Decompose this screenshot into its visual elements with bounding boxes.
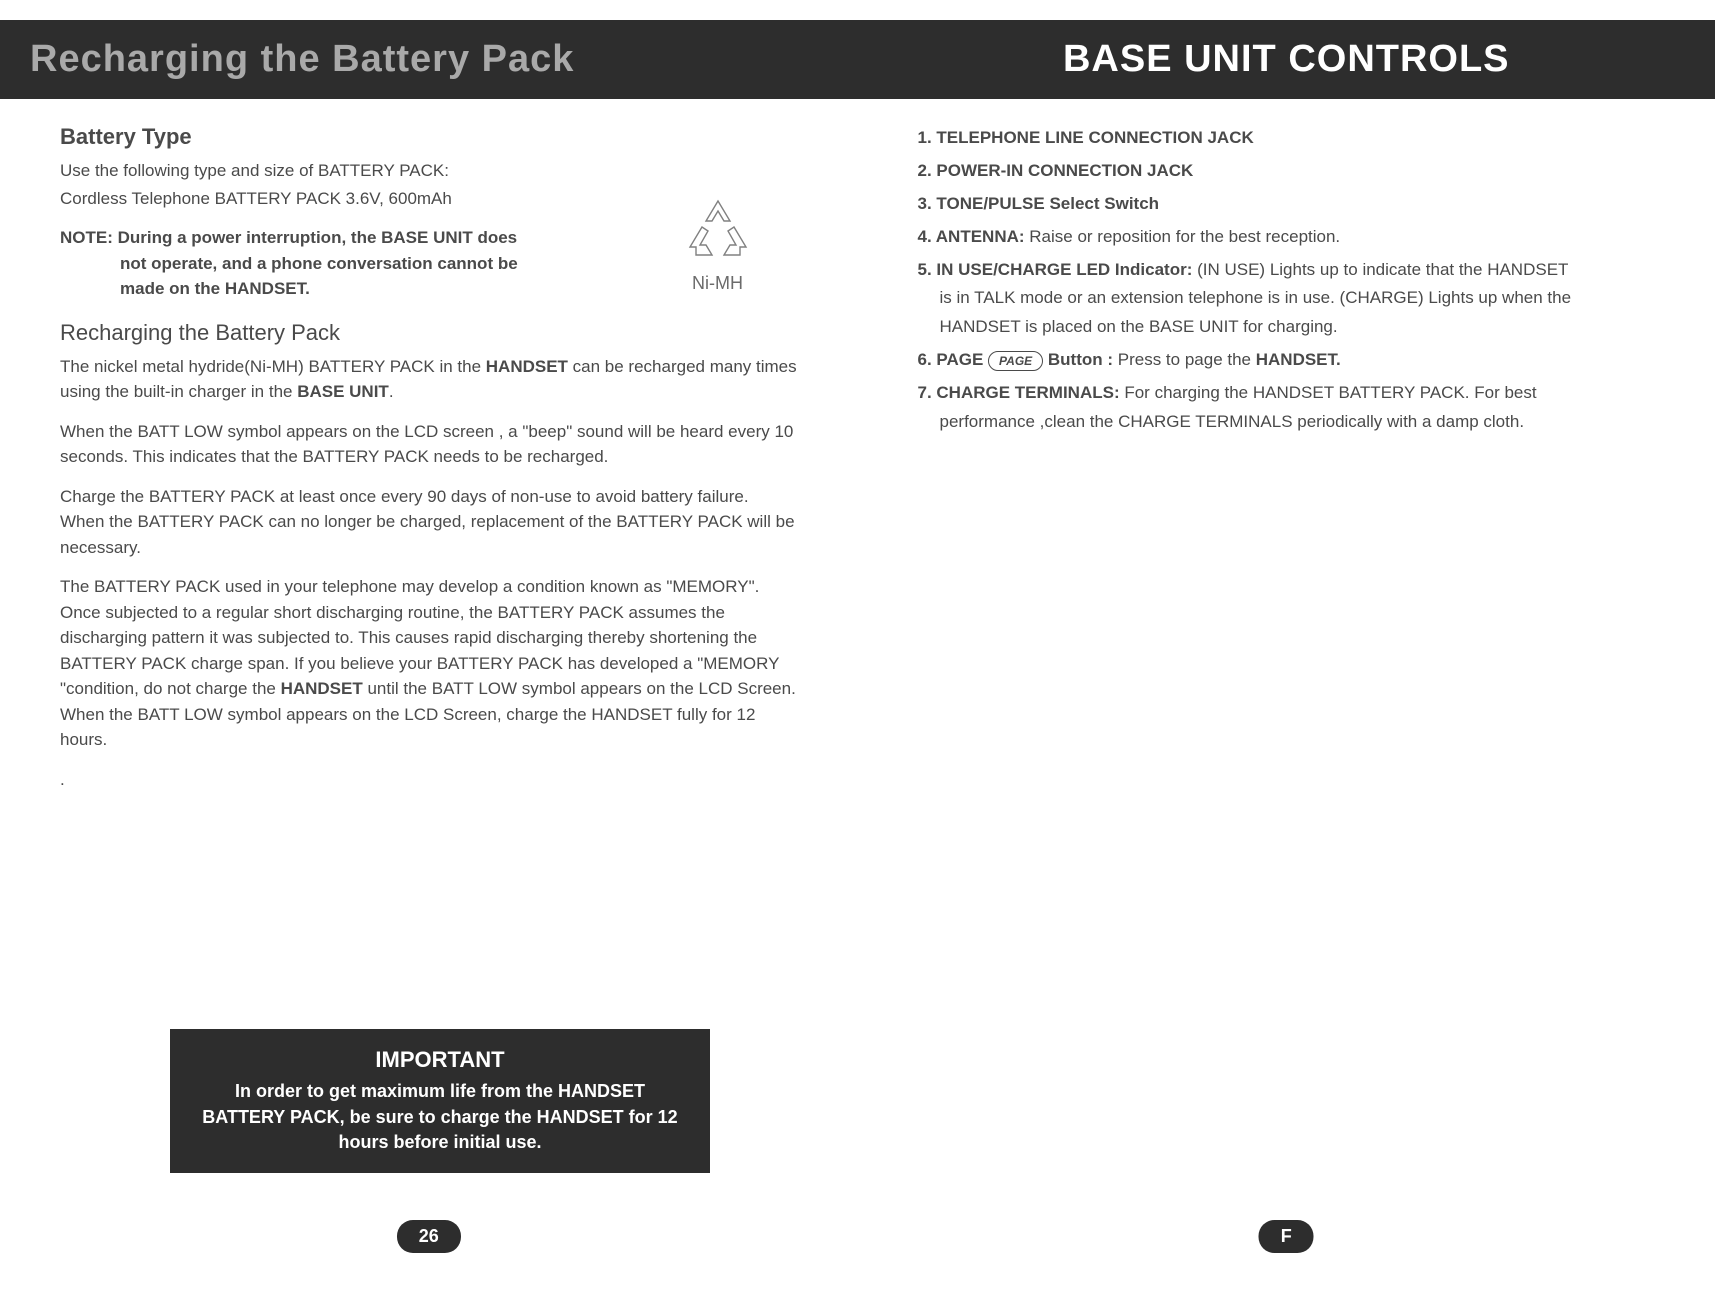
controls-list: 1. TELEPHONE LINE CONNECTION JACK 2. POW… <box>918 124 1656 437</box>
ci1-lead: 1. TELEPHONE LINE CONNECTION JACK <box>918 128 1254 147</box>
ci7-rest: For charging the HANDSET BATTERY PACK. F… <box>1120 383 1537 402</box>
recycle-icon <box>678 195 758 267</box>
control-item-4: 4. ANTENNA: Raise or reposition for the … <box>918 223 1656 252</box>
recycle-label: Ni-MH <box>678 273 758 294</box>
recharge-p4: The BATTERY PACK used in your telephone … <box>60 574 798 753</box>
ci6-lead: 6. PAGE <box>918 350 989 369</box>
note-line3: made on the HANDSET. <box>60 279 310 298</box>
p1c: . <box>389 382 394 401</box>
control-item-5: 5. IN USE/CHARGE LED Indicator: (IN USE)… <box>918 256 1656 343</box>
ci7-lead: 7. CHARGE TERMINALS: <box>918 383 1120 402</box>
recharge-title: Recharging the Battery Pack <box>60 320 798 346</box>
important-box: IMPORTANT In order to get maximum life f… <box>170 1029 710 1173</box>
ci3-lead: 3. TONE/PULSE Select Switch <box>918 194 1160 213</box>
p4bold: HANDSET <box>281 679 363 698</box>
page-button-icon: PAGE <box>988 351 1043 371</box>
ci7-cont1: performance ,clean the CHARGE TERMINALS … <box>918 408 1656 437</box>
important-title: IMPORTANT <box>200 1047 680 1073</box>
ci2-lead: 2. POWER-IN CONNECTION JACK <box>918 161 1194 180</box>
control-item-6: 6. PAGE PAGE Button : Press to page the … <box>918 346 1656 375</box>
recycle-block: Ni-MH <box>678 195 758 294</box>
note-line1: During a power interruption, the BASE UN… <box>118 228 518 247</box>
ci6-bold: HANDSET. <box>1256 350 1341 369</box>
ci5-lead: 5. IN USE/CHARGE LED Indicator: <box>918 260 1193 279</box>
battery-type-title: Battery Type <box>60 124 798 150</box>
recharge-p1: The nickel metal hydride(Ni-MH) BATTERY … <box>60 354 798 405</box>
recharge-section: Recharging the Battery Pack The nickel m… <box>60 320 798 793</box>
left-header-title: Recharging the Battery Pack <box>30 38 828 81</box>
p1bold2: BASE UNIT <box>297 382 389 401</box>
control-item-2: 2. POWER-IN CONNECTION JACK <box>918 157 1656 186</box>
note-line2: not operate, and a phone conversation ca… <box>60 254 518 273</box>
control-item-3: 3. TONE/PULSE Select Switch <box>918 190 1656 219</box>
right-page: BASE UNIT CONTROLS 1. TELEPHONE LINE CON… <box>858 0 1715 1293</box>
p1bold: HANDSET <box>486 357 568 376</box>
control-item-7: 7. CHARGE TERMINALS: For charging the HA… <box>918 379 1656 437</box>
left-page: Recharging the Battery Pack Battery Type… <box>0 0 858 1293</box>
stray-dot: . <box>60 767 798 793</box>
ci5-rest: (IN USE) Lights up to indicate that the … <box>1192 260 1568 279</box>
ci6-rest: Press to page the <box>1113 350 1256 369</box>
important-body: In order to get maximum life from the HA… <box>200 1079 680 1155</box>
p1a: The nickel metal hydride(Ni-MH) BATTERY … <box>60 357 486 376</box>
recharge-p3: Charge the BATTERY PACK at least once ev… <box>60 484 798 561</box>
recharge-p2: When the BATT LOW symbol appears on the … <box>60 419 798 470</box>
ci6-lead2: Button : <box>1043 350 1113 369</box>
ci4-lead: 4. ANTENNA: <box>918 227 1025 246</box>
left-page-number: 26 <box>397 1220 461 1253</box>
ci5-cont2: HANDSET is placed on the BASE UNIT for c… <box>918 313 1656 342</box>
left-header-bar: Recharging the Battery Pack <box>0 20 858 99</box>
battery-type-line1: Use the following type and size of BATTE… <box>60 158 798 184</box>
right-header-bar: BASE UNIT CONTROLS <box>858 20 1715 99</box>
control-item-1: 1. TELEPHONE LINE CONNECTION JACK <box>918 124 1656 153</box>
right-header-title: BASE UNIT CONTROLS <box>888 38 1686 81</box>
note-label: NOTE: <box>60 228 113 247</box>
right-page-number: F <box>1259 1220 1314 1253</box>
ci4-rest: Raise or reposition for the best recepti… <box>1025 227 1341 246</box>
ci5-cont1: is in TALK mode or an extension telephon… <box>918 284 1656 313</box>
